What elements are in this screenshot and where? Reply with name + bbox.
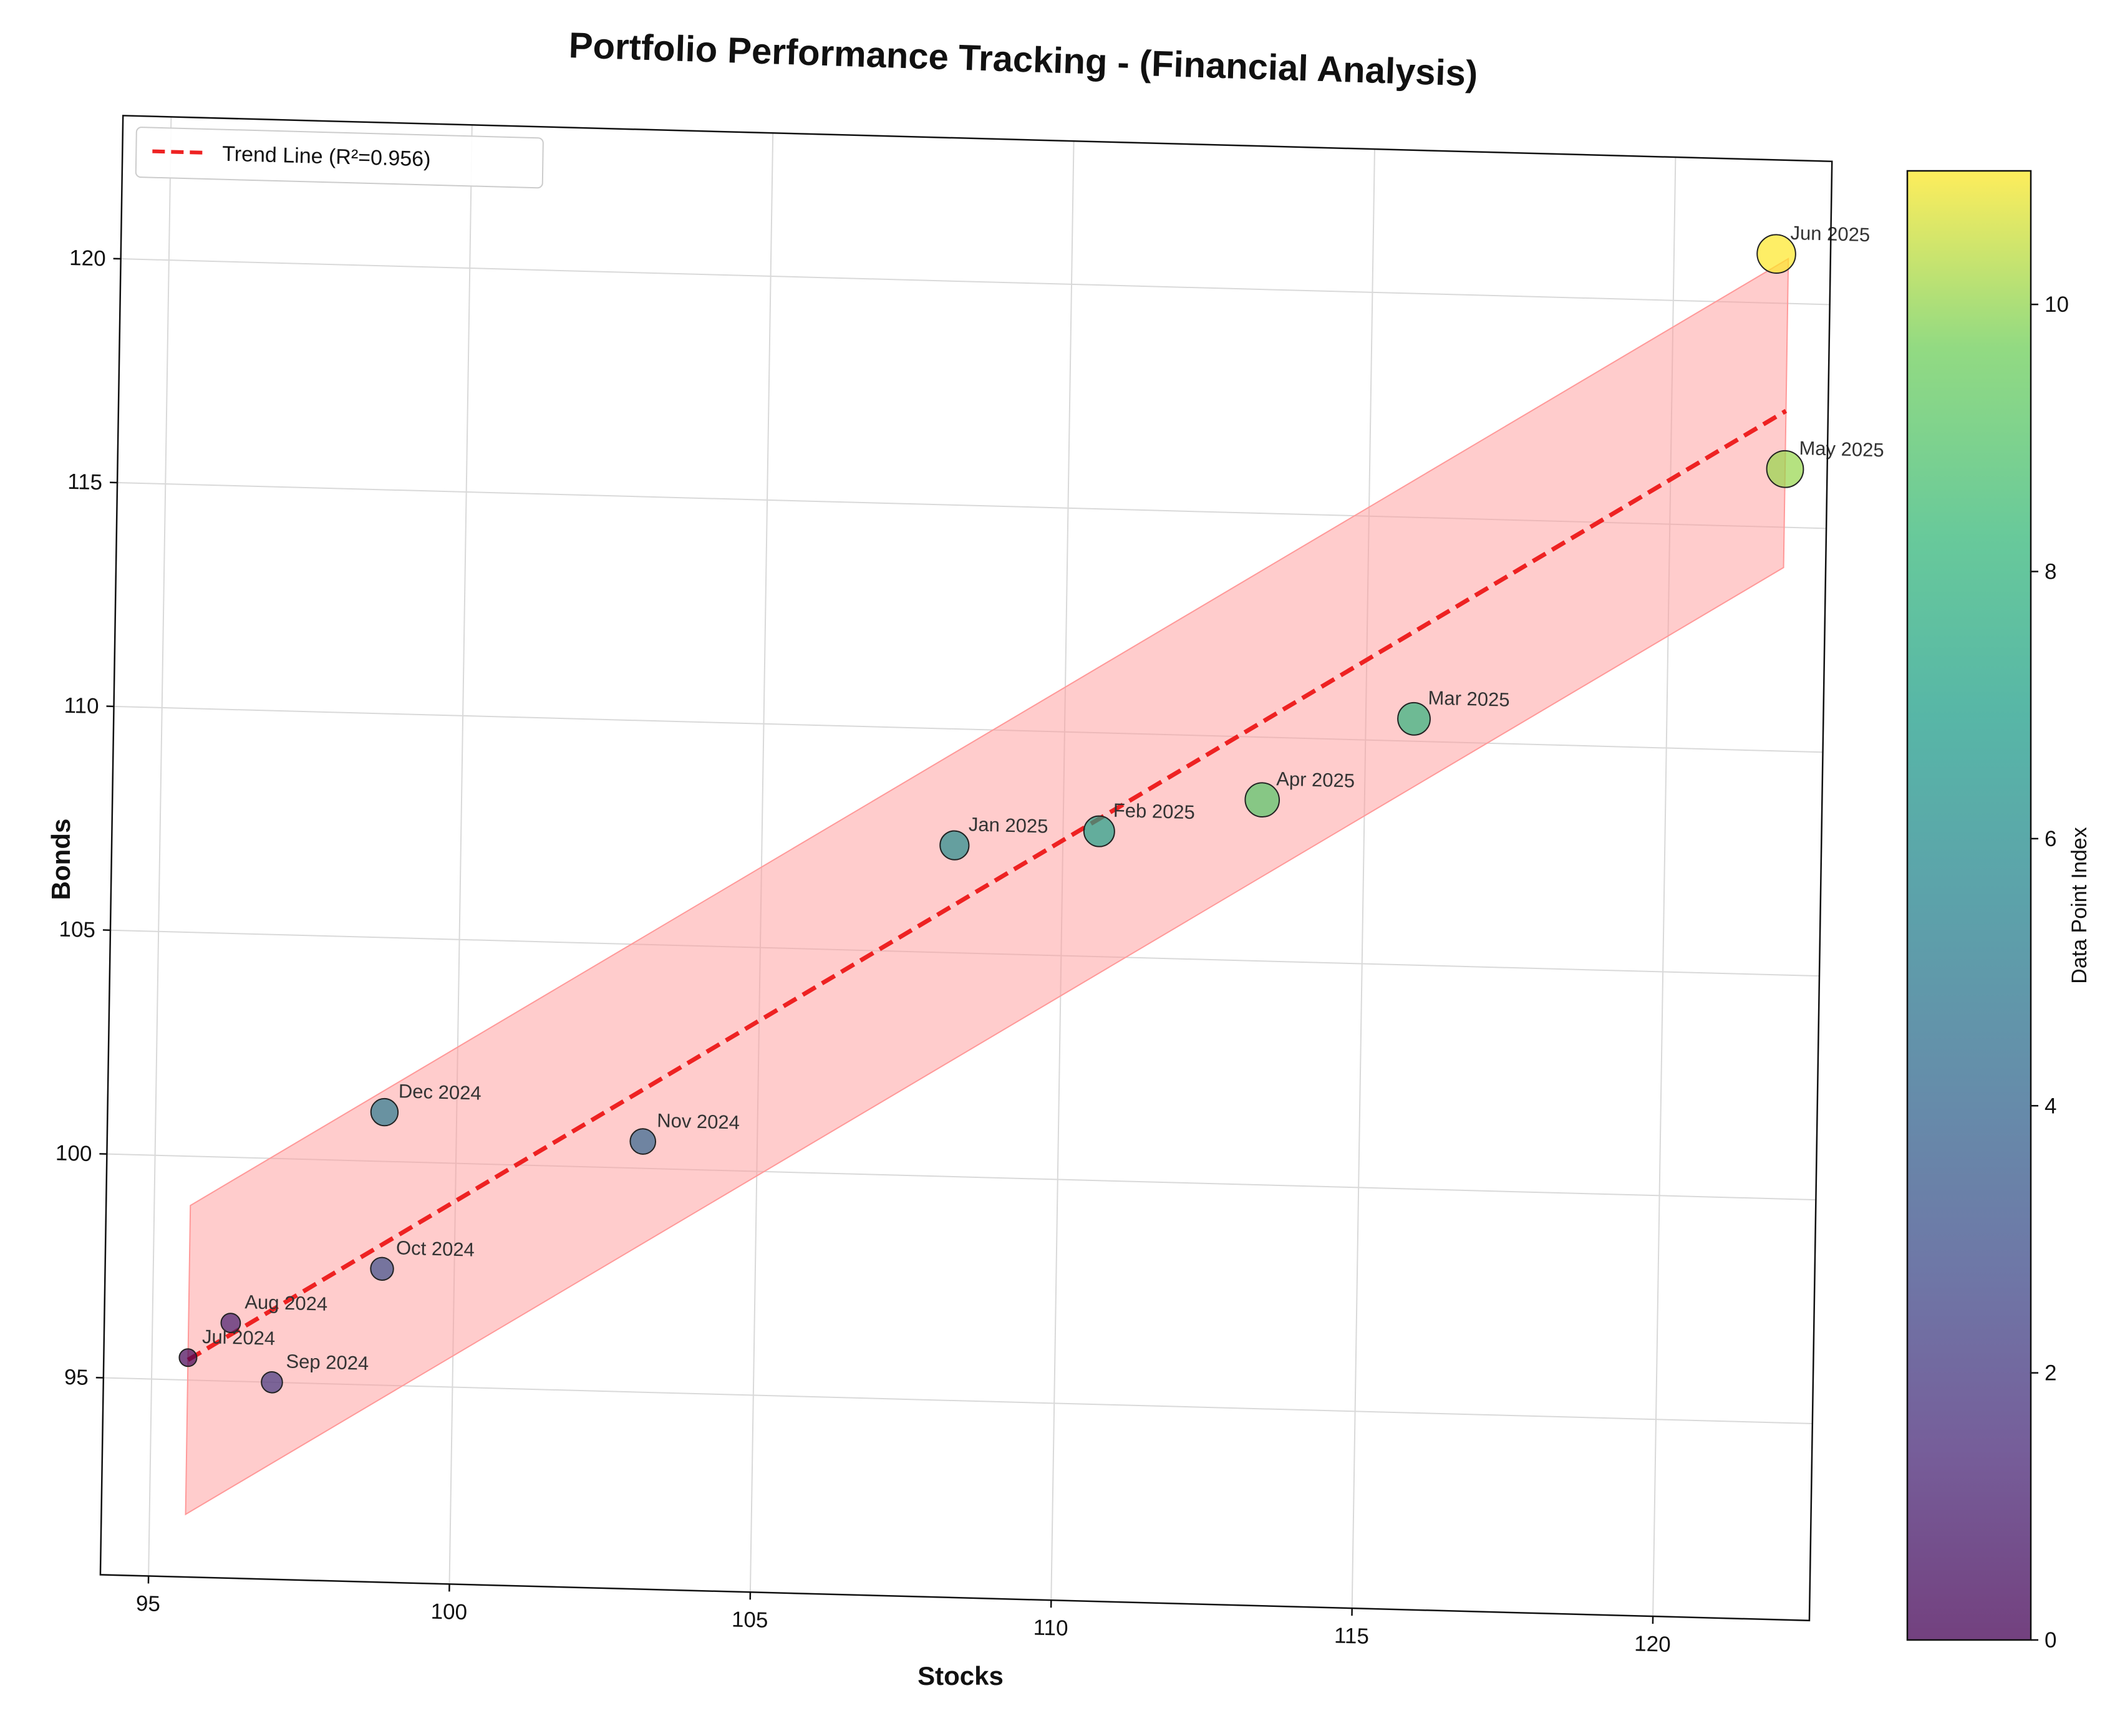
colorbar-tick-label: 10 [2045,292,2069,317]
data-point [1244,782,1280,818]
x-gridline [448,125,473,1584]
data-point [1397,702,1431,736]
point-annotation: Feb 2025 [1113,799,1196,824]
trend-line [186,408,1788,1362]
point-annotation: Oct 2024 [396,1237,475,1260]
x-tick-label: 115 [1334,1623,1369,1648]
data-point [370,1097,399,1127]
point-annotation: Apr 2025 [1276,768,1355,791]
data-point [261,1371,283,1394]
x-gridline [148,117,172,1576]
data-point [178,1348,198,1367]
y-tick-label: 100 [56,1140,92,1166]
data-point [1083,815,1115,847]
point-annotation: Mar 2025 [1428,687,1509,711]
x-tick-label: 100 [430,1599,467,1625]
colorbar: 0 2 4 6 8 10 Data Point Index [1906,170,2091,1652]
x-gridline [1351,149,1375,1609]
x-tick-label: 105 [732,1608,768,1633]
colorbar-tick-label: 4 [2045,1094,2056,1118]
point-annotation: Nov 2024 [657,1109,740,1134]
colorbar-tick-label: 2 [2045,1361,2056,1386]
colorbar-tick-label: 8 [2045,560,2056,584]
point-annotation: May 2025 [1799,437,1884,461]
point-annotation: Sep 2024 [286,1350,369,1374]
data-point [370,1256,394,1281]
legend-trend-swatch [152,149,205,155]
x-tick-label: 95 [136,1591,161,1616]
y-tick-label: 95 [64,1365,89,1390]
x-tick-label: 110 [1033,1615,1068,1640]
point-annotation: Dec 2024 [399,1080,482,1104]
data-point [939,830,970,861]
y-axis-label: Bonds [46,819,75,900]
colorbar-tick-label: 0 [2045,1628,2056,1652]
data-point [629,1128,657,1155]
colorbar-label: Data Point Index [2068,827,2091,983]
legend-trend-label: Trend Line (R²=0.956) [222,142,431,171]
point-annotation: Jan 2025 [969,813,1048,837]
data-point [220,1313,241,1334]
point-annotation: Aug 2024 [244,1291,327,1315]
y-tick-label: 110 [64,693,99,718]
legend-box [135,127,544,189]
x-tick-label: 120 [1634,1631,1671,1657]
y-tick-label: 105 [59,917,95,943]
point-annotation: Jul 2024 [202,1326,276,1349]
y-tick-label: 115 [67,470,102,494]
colorbar-tick-label: 6 [2045,827,2056,851]
plot-border [99,115,1833,1622]
x-gridline [749,133,774,1593]
y-tick-label: 120 [69,246,106,271]
legend: Trend Line (R²=0.956) [135,127,544,189]
y-gridline [120,258,1830,306]
colorbar-gradient [1906,170,2032,1641]
x-axis-label: Stocks [917,1661,1004,1690]
chart-title: Portfolio Performance Tracking - (Financ… [568,25,1478,94]
data-point [1766,450,1804,488]
y-gridline [114,705,1823,753]
data-point [1756,234,1796,274]
